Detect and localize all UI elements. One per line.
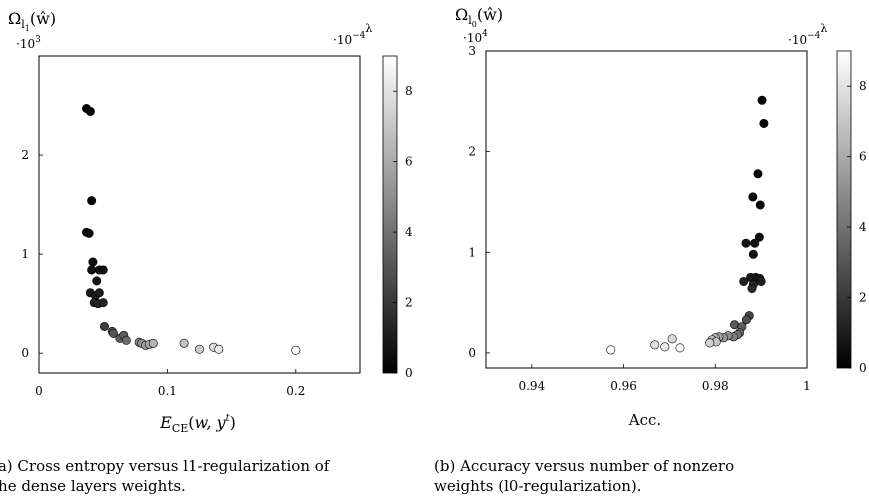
data-point bbox=[741, 238, 751, 248]
chart-a-xlabel: ECE(w, yt) bbox=[159, 413, 236, 435]
data-point bbox=[214, 344, 224, 354]
data-point bbox=[99, 321, 109, 331]
data-point bbox=[94, 288, 104, 298]
data-point bbox=[675, 343, 685, 353]
data-point bbox=[667, 334, 677, 344]
data-point bbox=[87, 196, 97, 206]
data-point bbox=[98, 298, 108, 308]
caption-a-line-2: the dense layers weights. bbox=[0, 477, 186, 495]
data-point bbox=[148, 338, 158, 348]
chart-b: Ωl0(ŵ) ·104 ·10−4λ 0.94 0.96 0.98 1 0 1 2 3 0 2… bbox=[455, 5, 867, 429]
data-point bbox=[291, 345, 301, 355]
y-tick-label: 0 bbox=[21, 346, 29, 360]
y-tick-label: 0 bbox=[468, 346, 476, 360]
chart-a-ylabel: Ωl1(ŵ) bbox=[8, 9, 56, 33]
x-tick-label: 0.94 bbox=[518, 379, 545, 393]
colorbar-tick-label: 8 bbox=[405, 84, 413, 98]
data-point bbox=[84, 228, 94, 238]
data-point bbox=[756, 276, 766, 286]
chart-b-xlabel: Acc. bbox=[628, 411, 661, 429]
data-point bbox=[179, 338, 189, 348]
chart-b-x-axis: 0.94 0.96 0.98 1 bbox=[518, 364, 811, 393]
data-point bbox=[753, 169, 763, 179]
data-point bbox=[650, 340, 660, 350]
caption-b-line-2: weights (l0-regularization). bbox=[434, 477, 642, 495]
caption-a: (a) Cross entropy versus l1-regularizati… bbox=[0, 456, 329, 496]
colorbar-tick-label: 8 bbox=[859, 79, 867, 93]
data-point bbox=[98, 265, 108, 275]
colorbar-tick-label: 6 bbox=[859, 150, 867, 164]
x-tick-label: 0.2 bbox=[286, 384, 305, 398]
data-point bbox=[92, 276, 102, 286]
chart-a-plot-frame bbox=[38, 55, 361, 374]
data-point bbox=[748, 249, 758, 259]
y-tick-label: 1 bbox=[468, 245, 476, 259]
chart-a-x-axis: 0 0.1 0.2 bbox=[35, 369, 305, 398]
data-point bbox=[739, 276, 749, 286]
data-point bbox=[705, 338, 715, 348]
caption-b: (b) Accuracy versus number of nonzero we… bbox=[434, 456, 734, 496]
colorbar-tick-label: 2 bbox=[405, 296, 413, 310]
y-tick-label: 1 bbox=[21, 247, 29, 261]
chart-a: Ωl1(ŵ) ·103 ·10−4λ 0 0.1 0.2 0 1 2 0 2 4 6 8 ECE… bbox=[8, 9, 413, 435]
colorbar-tick-label: 0 bbox=[405, 366, 413, 380]
data-point bbox=[85, 106, 95, 116]
x-tick-label: 0 bbox=[35, 384, 43, 398]
chart-b-points bbox=[606, 95, 769, 355]
x-tick-label: 1 bbox=[803, 379, 811, 393]
y-tick-label: 3 bbox=[468, 44, 476, 58]
chart-a-colorbar bbox=[382, 55, 398, 374]
caption-b-line-1: (b) Accuracy versus number of nonzero bbox=[434, 457, 735, 475]
data-point bbox=[87, 265, 97, 275]
chart-b-ylabel: Ωl0(ŵ) bbox=[455, 5, 503, 29]
data-point bbox=[757, 95, 767, 105]
data-point bbox=[750, 238, 760, 248]
chart-a-colorbar-multiplier: ·10−4λ bbox=[333, 22, 372, 47]
chart-a-points bbox=[82, 104, 301, 355]
y-tick-label: 2 bbox=[468, 145, 476, 159]
data-point bbox=[606, 345, 616, 355]
data-point bbox=[759, 118, 769, 128]
colorbar-tick-label: 2 bbox=[859, 291, 867, 305]
data-point bbox=[121, 335, 131, 345]
data-point bbox=[660, 342, 670, 352]
x-tick-label: 0.96 bbox=[610, 379, 637, 393]
x-tick-label: 0.1 bbox=[158, 384, 177, 398]
y-tick-label: 2 bbox=[21, 148, 29, 162]
chart-b-colorbar-ticks: 0 2 4 6 8 bbox=[847, 79, 867, 375]
x-tick-label: 0.98 bbox=[702, 379, 729, 393]
chart-a-y-axis: 0 1 2 bbox=[21, 148, 43, 360]
colorbar-tick-label: 4 bbox=[859, 220, 867, 234]
chart-b-y-axis: 0 1 2 3 bbox=[468, 44, 490, 360]
chart-b-y-multiplier: ·104 bbox=[463, 29, 488, 45]
chart-a-colorbar-ticks: 0 2 4 6 8 bbox=[393, 84, 413, 380]
chart-b-colorbar-multiplier: ·10−4λ bbox=[788, 22, 827, 47]
data-point bbox=[88, 257, 98, 267]
chart-a-y-multiplier: ·103 bbox=[16, 35, 41, 51]
data-point bbox=[195, 344, 205, 354]
data-point bbox=[741, 315, 751, 325]
chart-b-colorbar bbox=[836, 50, 852, 369]
data-point bbox=[747, 283, 757, 293]
data-point bbox=[108, 328, 118, 338]
data-point bbox=[755, 200, 765, 210]
chart-b-plot-frame bbox=[485, 50, 808, 369]
data-point bbox=[754, 232, 764, 242]
data-point bbox=[748, 192, 758, 202]
colorbar-tick-label: 6 bbox=[405, 155, 413, 169]
colorbar-tick-label: 4 bbox=[405, 225, 413, 239]
colorbar-tick-label: 0 bbox=[859, 361, 867, 375]
caption-a-line-1: (a) Cross entropy versus l1-regularizati… bbox=[0, 457, 330, 475]
